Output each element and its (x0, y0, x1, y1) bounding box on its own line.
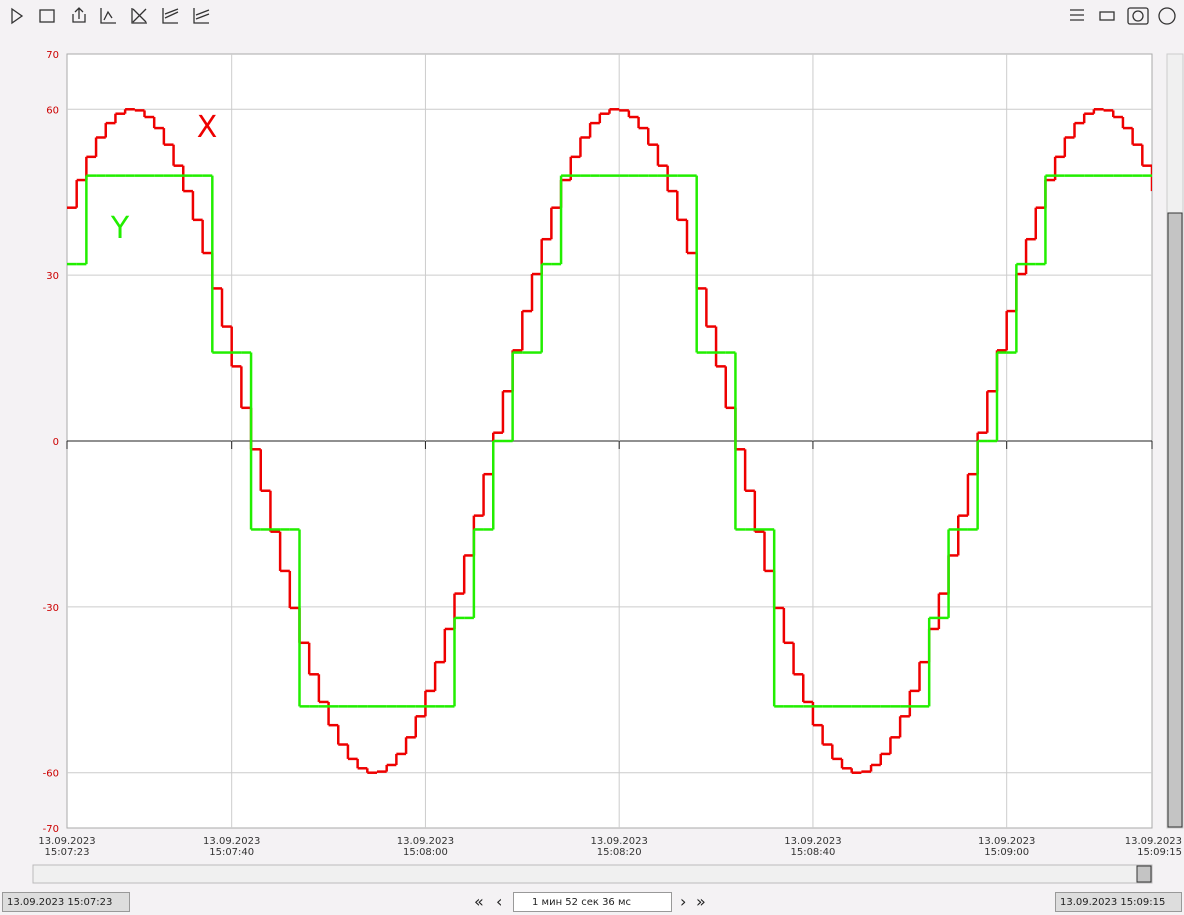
axis-button[interactable] (100, 8, 116, 24)
legend-label: Y (110, 211, 130, 246)
nav-next[interactable]: › (680, 892, 687, 911)
end-time[interactable]: 13.09.2023 15:09:15 (1055, 892, 1182, 912)
series (67, 108, 1152, 774)
refresh-button[interactable] (1158, 7, 1176, 25)
toolbar (11, 7, 1176, 25)
y-tick-label: 0 (53, 437, 59, 448)
nav-prev[interactable]: ‹ (496, 892, 503, 911)
start-time[interactable]: 13.09.2023 15:07:23 (2, 892, 130, 912)
export-button[interactable] (72, 7, 86, 23)
y-tick-label: 70 (46, 50, 59, 61)
x-tick-label: 13.09.2023 15:08:40 (784, 836, 842, 858)
period-select[interactable]: 1 мин 52 сек 36 мс (513, 892, 672, 912)
x-tick-label: 13.09.2023 15:08:00 (396, 836, 455, 858)
x-tick-label: 13.09.2023 15:09:15 (1124, 836, 1182, 858)
print-button[interactable] (1099, 11, 1115, 21)
y-tick-label: -60 (43, 769, 59, 780)
y-tick-label: 30 (46, 271, 59, 282)
list-button[interactable] (1070, 9, 1084, 21)
nav-first[interactable]: « (474, 892, 484, 911)
axis-off-button[interactable] (131, 8, 147, 24)
legend-label: X (197, 110, 218, 145)
x-tick-label: 13.09.2023 15:07:23 (38, 836, 96, 858)
h-scroll-thumb[interactable] (1136, 865, 1152, 883)
scale-button[interactable] (162, 8, 179, 24)
x-tick-label: 13.09.2023 15:08:20 (590, 836, 648, 858)
y-tick-label: -30 (43, 603, 59, 614)
x-tick-label: 13.09.2023 15:09:00 (978, 836, 1036, 858)
h-scrollbar[interactable] (32, 864, 1153, 884)
table-button[interactable] (39, 9, 55, 23)
v-scroll-thumb[interactable] (1167, 212, 1183, 828)
play-button[interactable] (11, 7, 24, 25)
camera-lens (1132, 10, 1144, 22)
series (67, 174, 1152, 708)
y-tick-label: 60 (46, 105, 59, 116)
nav-last[interactable]: » (696, 892, 706, 911)
y-tick-label: -70 (43, 824, 59, 835)
scale2-button[interactable] (193, 8, 210, 24)
camera-button[interactable] (1127, 7, 1149, 25)
x-tick-label: 13.09.2023 15:07:40 (203, 836, 261, 858)
